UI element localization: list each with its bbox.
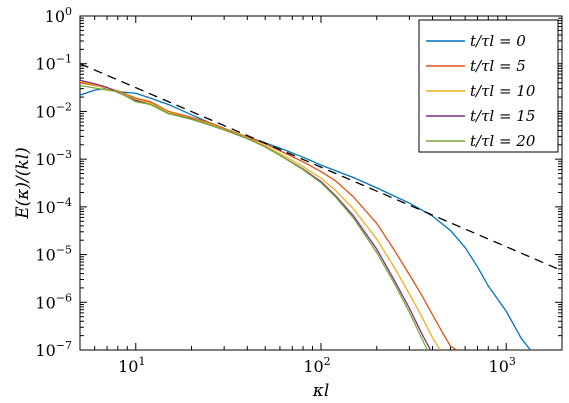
y-tick-label: 10−6 bbox=[35, 291, 72, 312]
y-tick-label: 100 bbox=[45, 5, 72, 26]
legend-items: t/τl = 0 t/τl = 5 t/τl = 10 t/τl = 15 t/τl =… bbox=[426, 32, 536, 150]
series-line-4 bbox=[80, 84, 428, 350]
y-tick-label: 10−1 bbox=[35, 53, 72, 74]
legend-label-4: t/τl = 20 bbox=[470, 132, 536, 150]
y-tick-label: 10−3 bbox=[35, 148, 72, 169]
x-tick-label: 102 bbox=[303, 355, 330, 376]
series-line-1 bbox=[80, 82, 458, 350]
series-line-0 bbox=[80, 88, 531, 350]
y-tick-label: 10−4 bbox=[35, 196, 72, 217]
x-tick-label: 103 bbox=[489, 355, 516, 376]
legend-label-2: t/τl = 10 bbox=[470, 82, 536, 100]
y-tick-label: 10−5 bbox=[35, 244, 72, 265]
x-tick-label: 101 bbox=[118, 355, 145, 376]
legend-label-0: t/τl = 0 bbox=[470, 32, 526, 50]
y-tick-label: 10−2 bbox=[35, 100, 72, 121]
x-axis-label: κl bbox=[312, 381, 330, 401]
y-axis-label: E(κ)/(kl) bbox=[13, 147, 33, 220]
series-line-2 bbox=[80, 80, 441, 350]
tick-labels-layer: 101 102 103 100 10−1 10−2 10−3 10−4 10−5 10−6 10−7 bbox=[35, 5, 515, 376]
legend-label-3: t/τl = 15 bbox=[470, 107, 535, 125]
y-tick-label: 10−7 bbox=[35, 339, 72, 360]
ticks-layer bbox=[79, 15, 563, 351]
series-layer bbox=[80, 63, 562, 350]
legend: t/τl = 0 t/τl = 5 t/τl = 10 t/τl = 15 t/τl =… bbox=[418, 19, 559, 153]
legend-box bbox=[418, 19, 559, 153]
legend-label-1: t/τl = 5 bbox=[470, 57, 526, 75]
reference-dashed-line bbox=[80, 63, 562, 272]
